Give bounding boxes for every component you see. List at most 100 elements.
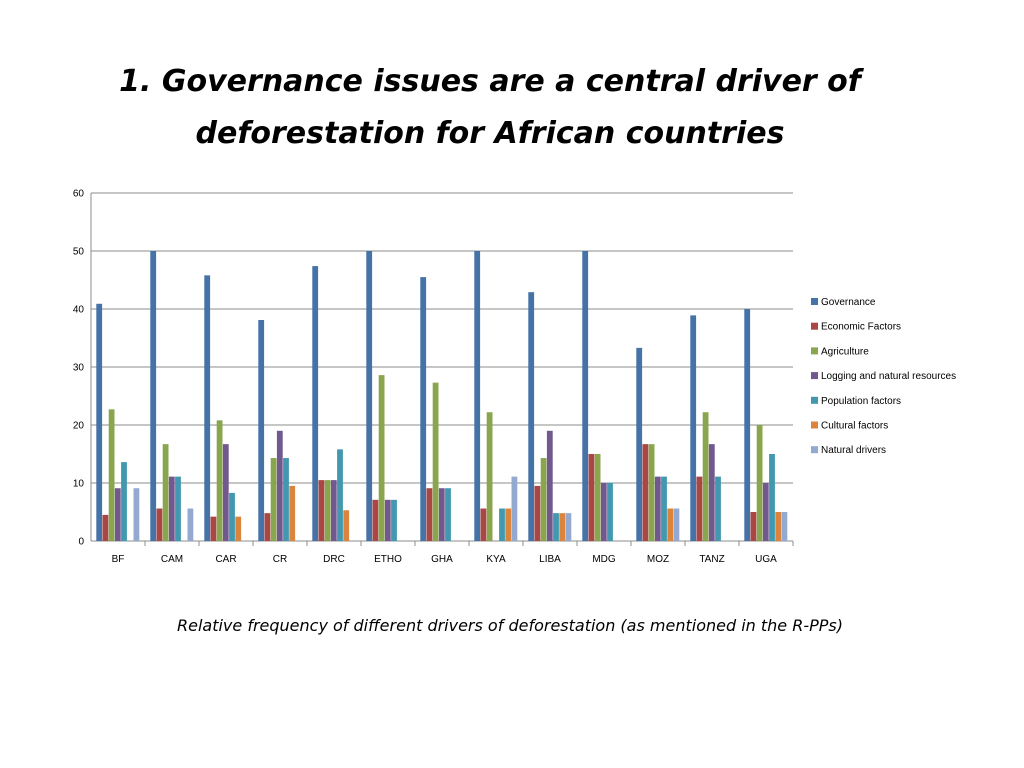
legend-swatch	[811, 347, 818, 355]
bar	[781, 512, 788, 541]
bar	[486, 412, 493, 541]
legend-label: Economic Factors	[821, 322, 901, 333]
bar	[156, 508, 163, 541]
bar	[210, 516, 217, 541]
bar	[648, 444, 655, 541]
bar	[594, 454, 601, 541]
bar	[337, 449, 343, 541]
bar	[546, 430, 553, 541]
bar	[667, 508, 674, 541]
y-tick-label: 10	[73, 479, 85, 490]
bar	[499, 508, 505, 541]
bar	[534, 485, 541, 541]
slide-title-line-2: deforestation for African countries	[195, 116, 785, 151]
y-tick-label: 0	[78, 537, 84, 548]
x-tick-label: MDG	[592, 554, 616, 565]
legend-swatch	[811, 396, 818, 404]
x-tick-label: DRC	[323, 554, 345, 565]
chart-caption: Relative frequency of different drivers …	[177, 616, 843, 635]
bar	[372, 499, 379, 541]
bar	[384, 499, 391, 541]
bar	[769, 454, 775, 541]
legend-label: Cultural factors	[821, 421, 888, 432]
bar	[102, 514, 109, 541]
bar	[690, 315, 697, 541]
bar	[378, 375, 385, 541]
bar	[343, 510, 350, 541]
bar	[750, 512, 757, 541]
bar	[168, 476, 175, 541]
bar	[775, 512, 782, 541]
bar	[150, 251, 157, 541]
bar	[324, 480, 331, 541]
x-tick-label: TANZ	[699, 554, 724, 565]
bar	[204, 275, 211, 541]
x-tick-label: MOZ	[647, 554, 669, 565]
bar	[445, 488, 451, 541]
bar	[600, 483, 607, 541]
x-tick-label: CAM	[161, 554, 183, 565]
legend-label: Agriculture	[821, 346, 869, 357]
bar	[588, 454, 595, 541]
bar	[330, 480, 337, 541]
legend-label: Population factors	[821, 396, 901, 407]
x-tick-label: BF	[112, 554, 125, 565]
bar	[283, 458, 289, 541]
bar	[222, 444, 229, 541]
bar	[511, 476, 518, 541]
x-tick-label: KYA	[486, 554, 506, 565]
bar	[565, 513, 572, 541]
bar	[175, 476, 181, 541]
x-tick-label: UGA	[755, 554, 777, 565]
bar	[756, 425, 763, 541]
y-tick-label: 20	[73, 421, 85, 432]
bar	[474, 251, 481, 541]
bar	[528, 292, 535, 541]
bar	[235, 516, 242, 541]
x-tick-label: LIBA	[539, 554, 561, 565]
bar	[229, 492, 235, 541]
y-tick-label: 50	[73, 247, 85, 258]
slide-title: 1. Governance issues are a central drive…	[100, 56, 880, 160]
bar	[696, 476, 703, 541]
y-tick-label: 40	[73, 305, 85, 316]
bar	[661, 476, 667, 541]
bar	[96, 303, 103, 541]
bar	[636, 347, 643, 541]
bar	[270, 458, 277, 541]
legend-label: Natural drivers	[821, 445, 886, 456]
bar	[289, 485, 296, 541]
legend-label: Governance	[821, 297, 876, 308]
bar	[276, 430, 283, 541]
bar	[762, 483, 769, 541]
y-tick-label: 30	[73, 363, 85, 374]
bar	[744, 309, 751, 541]
y-tick-label: 60	[73, 189, 85, 200]
bar	[108, 409, 115, 541]
bar	[258, 320, 265, 541]
legend-label: Logging and natural resources	[821, 371, 956, 382]
legend-swatch	[811, 446, 818, 454]
bar	[366, 251, 373, 541]
bar	[420, 277, 427, 541]
slide-title-line-1: 1. Governance issues are a central drive…	[119, 64, 861, 99]
x-tick-label: CR	[273, 554, 287, 565]
bar	[391, 499, 397, 541]
bar	[559, 513, 566, 541]
bar	[187, 508, 194, 541]
bar	[607, 483, 613, 541]
legend-swatch	[811, 322, 818, 330]
bar	[133, 488, 140, 541]
bar	[642, 444, 649, 541]
bar	[121, 462, 127, 541]
bar	[480, 508, 487, 541]
bar	[264, 513, 271, 541]
bar	[312, 266, 319, 541]
bar	[318, 480, 325, 541]
bar	[426, 488, 433, 541]
x-tick-label: ETHO	[374, 554, 402, 565]
bar	[708, 444, 715, 541]
legend-swatch	[811, 298, 818, 305]
legend-swatch	[811, 372, 818, 380]
bar	[505, 508, 512, 541]
